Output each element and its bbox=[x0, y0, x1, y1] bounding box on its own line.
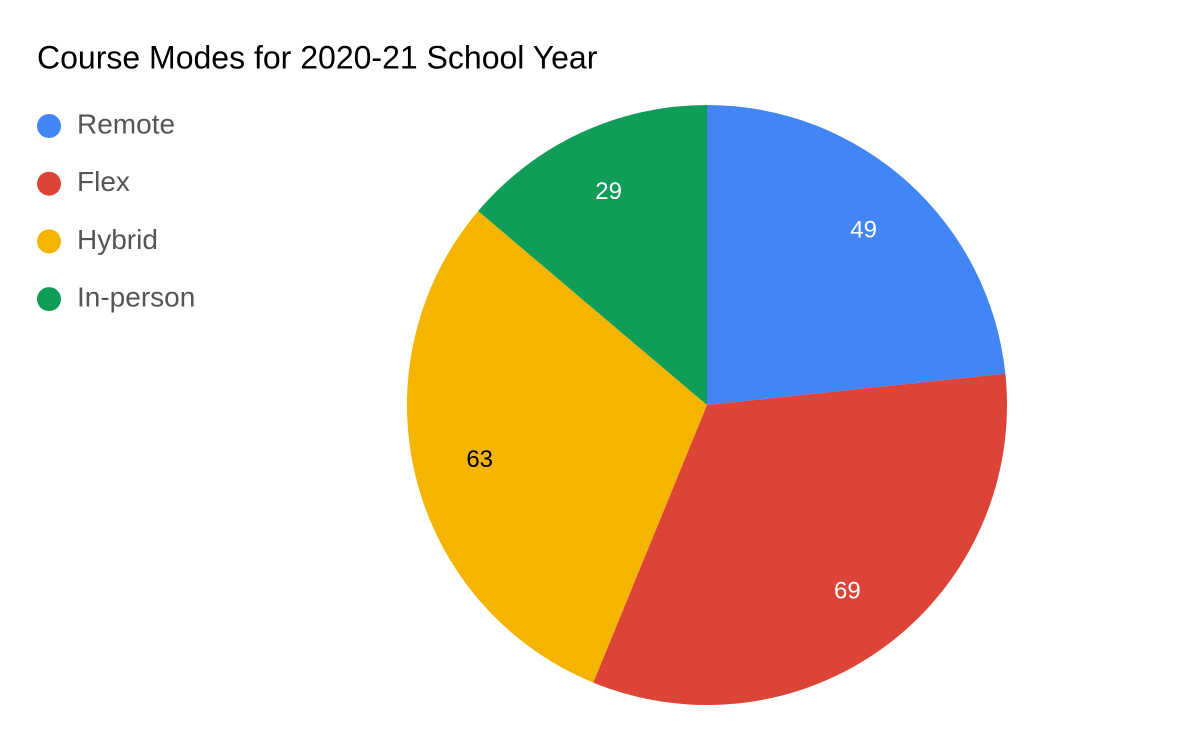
pie-slice bbox=[593, 373, 1007, 705]
pie-slice bbox=[707, 105, 1006, 405]
data-label: 63 bbox=[466, 446, 493, 473]
data-label: 29 bbox=[595, 178, 622, 205]
legend-label: Hybrid bbox=[77, 224, 158, 255]
legend-label: Remote bbox=[77, 108, 175, 139]
data-label: 49 bbox=[850, 216, 877, 243]
data-label: 69 bbox=[834, 578, 861, 605]
legend-label: Flex bbox=[77, 166, 130, 197]
pie-slice bbox=[407, 211, 707, 683]
legend-swatch bbox=[37, 229, 61, 254]
legend-swatch bbox=[37, 287, 61, 312]
chart-title: Course Modes for 2020-21 School Year bbox=[37, 39, 598, 75]
legend-swatch bbox=[37, 171, 61, 196]
pie-slice bbox=[478, 105, 707, 405]
legend-label: In-person bbox=[77, 281, 195, 312]
legend-swatch bbox=[37, 114, 61, 138]
